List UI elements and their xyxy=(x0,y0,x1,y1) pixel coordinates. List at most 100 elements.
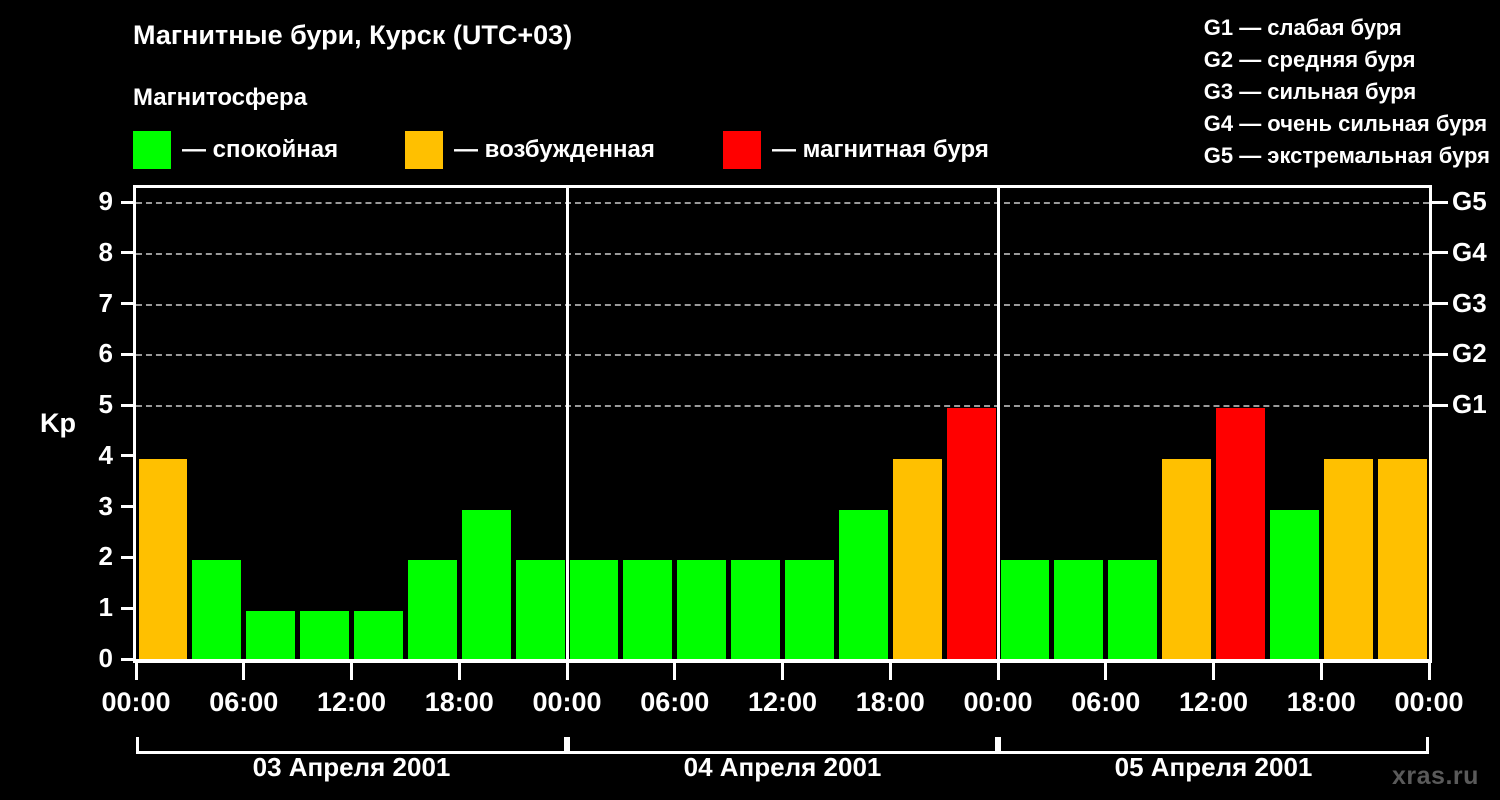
bar xyxy=(1054,560,1104,662)
magnetosphere-legend: — спокойная — возбужденная — магнитная б… xyxy=(133,131,1033,171)
x-axis-tick xyxy=(1104,663,1108,680)
x-axis-tick xyxy=(134,663,138,680)
bar xyxy=(569,560,619,662)
legend-swatch-storm xyxy=(723,131,761,169)
day-label: 05 Апреля 2001 xyxy=(1114,752,1313,782)
y-axis-label: 7 xyxy=(98,287,113,318)
x-axis-tick xyxy=(350,663,353,680)
bar xyxy=(838,509,888,662)
day-label: 04 Апреля 2001 xyxy=(683,752,882,782)
bar xyxy=(461,509,511,662)
y-axis-label: 4 xyxy=(98,439,113,470)
x-axis-line xyxy=(133,659,1432,663)
y-axis-tick xyxy=(121,251,136,255)
bar xyxy=(1216,408,1265,662)
bar xyxy=(623,560,673,662)
y-axis-label: 8 xyxy=(98,236,113,267)
bar xyxy=(1162,458,1211,662)
g-scale-legend: G1 — слабая буря G2 — средняя буря G3 — … xyxy=(1204,12,1490,172)
bar xyxy=(677,560,727,662)
bar xyxy=(300,611,349,662)
bar xyxy=(731,560,780,662)
legend-label-unsettled: — возбужденная xyxy=(454,136,655,163)
bar xyxy=(1377,458,1427,662)
y-axis-tick xyxy=(121,505,136,509)
gridline-kp-5 xyxy=(136,405,1429,408)
gridline-kp-6 xyxy=(136,354,1429,357)
g-scale-row-g1: G1 — слабая буря xyxy=(1203,15,1402,40)
bar xyxy=(1323,458,1373,662)
legend-label-calm: — спокойная xyxy=(182,136,339,163)
bar xyxy=(1000,560,1050,662)
x-axis-label: 18:00 xyxy=(855,687,925,717)
y-axis-tick xyxy=(121,352,136,356)
y-axis-label: 1 xyxy=(98,592,113,623)
day-bracket xyxy=(567,737,998,754)
gridline-kp-8 xyxy=(136,252,1429,255)
x-axis-label: 12:00 xyxy=(1178,687,1249,717)
plot-frame xyxy=(133,185,1432,662)
x-axis-label: 00:00 xyxy=(101,687,171,717)
x-axis-label: 00:00 xyxy=(963,687,1033,717)
x-axis-tick xyxy=(565,663,569,680)
y-axis-tick xyxy=(121,403,136,407)
y-axis-tick xyxy=(121,555,136,559)
legend-swatch-calm xyxy=(133,131,171,169)
legend-item-storm: — магнитная буря xyxy=(723,131,989,169)
day-bracket xyxy=(136,737,567,754)
bar xyxy=(407,560,457,662)
x-axis-label: 06:00 xyxy=(640,687,710,717)
y-axis-tick xyxy=(121,302,136,306)
g-axis-label: G5 xyxy=(1452,186,1487,216)
x-axis-label: 12:00 xyxy=(747,687,818,717)
day-separator xyxy=(565,188,569,662)
page-title: Магнитные бури, Курск (UTC+03) xyxy=(133,20,573,50)
g-scale-row-g2: G2 — средняя буря xyxy=(1203,47,1416,72)
x-axis-tick xyxy=(673,663,677,680)
day-separator xyxy=(996,188,1000,662)
x-axis-tick xyxy=(1319,663,1323,680)
y-axis-label: 3 xyxy=(98,490,113,521)
bar xyxy=(354,611,403,662)
y-axis-label: 5 xyxy=(98,389,113,420)
y-axis-tick xyxy=(121,606,136,610)
day-label: 03 Апреля 2001 xyxy=(252,752,451,782)
g-axis-label: G1 xyxy=(1452,389,1487,420)
legend-item-calm: — спокойная xyxy=(133,131,338,169)
g-scale-row-g5: G5 — экстремальная буря xyxy=(1203,143,1490,168)
bar xyxy=(785,560,834,662)
bar xyxy=(246,611,296,662)
bar xyxy=(138,458,188,662)
x-axis-tick xyxy=(996,663,1000,680)
x-axis-tick xyxy=(1427,663,1431,680)
x-axis-label: 06:00 xyxy=(209,687,279,717)
gridline-kp-9 xyxy=(136,202,1429,204)
x-axis-tick xyxy=(457,663,461,680)
x-axis-label: 18:00 xyxy=(1286,687,1356,717)
g-axis-label: G2 xyxy=(1452,338,1487,369)
g-scale-row-g3: G3 — сильная буря xyxy=(1203,79,1417,104)
x-axis-label: 00:00 xyxy=(532,687,602,717)
magnetosphere-heading: Магнитосфера xyxy=(133,84,308,111)
g-scale-row-g4: G4 — очень сильная буря xyxy=(1203,111,1488,136)
gridline-kp-7 xyxy=(136,303,1429,306)
g-axis-tick xyxy=(1432,302,1448,306)
x-axis-label: 06:00 xyxy=(1071,687,1141,717)
x-axis-tick xyxy=(1212,663,1215,680)
legend-swatch-unsettled xyxy=(405,131,443,169)
g-axis-label: G3 xyxy=(1452,287,1487,318)
x-axis-label: 00:00 xyxy=(1394,687,1464,717)
bar xyxy=(946,408,996,662)
x-axis-tick xyxy=(781,663,784,680)
y-axis-label: 9 xyxy=(98,186,113,216)
plot-area xyxy=(136,188,1429,662)
y-axis-title: Kp xyxy=(40,408,76,438)
bar xyxy=(515,560,565,662)
y-axis-tick xyxy=(121,200,136,204)
x-axis-label: 18:00 xyxy=(424,687,494,717)
legend-item-unsettled: — возбужденная xyxy=(405,131,655,169)
y-axis-label: 0 xyxy=(98,643,113,673)
bar xyxy=(1108,560,1158,662)
day-bracket xyxy=(998,737,1429,754)
y-axis-label: 6 xyxy=(98,338,113,369)
